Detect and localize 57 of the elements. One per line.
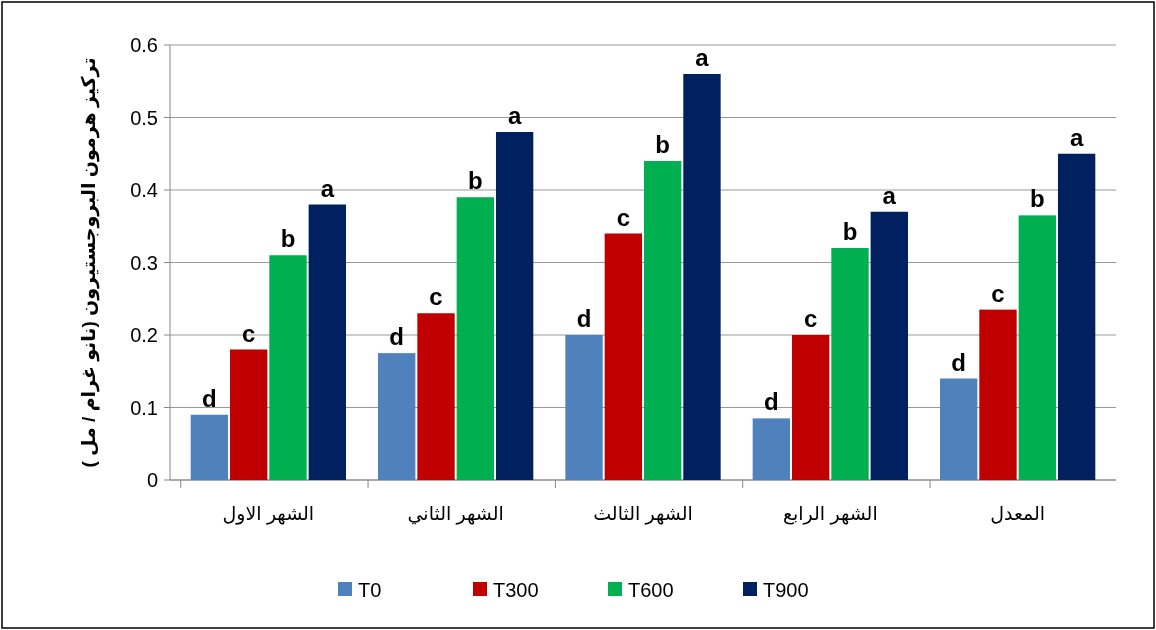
bar: [683, 74, 721, 480]
data-label: a: [507, 102, 522, 129]
bar: [190, 414, 229, 480]
bar: [643, 161, 682, 480]
bar: [870, 211, 908, 480]
legend-label: T0: [358, 579, 382, 601]
bar: [308, 204, 346, 480]
data-label: a: [882, 181, 897, 209]
legend-label: T600: [628, 579, 674, 601]
bar: [417, 313, 455, 480]
y-tick-label: 0.1: [130, 396, 158, 419]
data-label: d: [951, 348, 967, 376]
y-tick-label: 0.3: [130, 251, 158, 274]
data-label: b: [1029, 185, 1045, 213]
bar: [604, 233, 643, 480]
bar: [979, 309, 1017, 480]
data-label: c: [803, 305, 818, 332]
data-label: b: [842, 218, 858, 245]
legend-label: T900: [763, 579, 809, 601]
bar: [230, 349, 268, 480]
bar: [940, 378, 978, 480]
bar: [831, 248, 869, 480]
legend-label: T300: [493, 579, 539, 601]
x-tick-label: الشهر الثالث: [593, 503, 693, 525]
data-label: b: [280, 225, 296, 253]
data-label: a: [1069, 123, 1084, 151]
y-tick-label: 0: [146, 469, 158, 491]
data-label: d: [389, 323, 405, 351]
y-axis-title: تركيز هرمون البروجستيرون (نانو غرام / مل ): [78, 57, 100, 468]
data-label: d: [576, 305, 592, 332]
data-label: c: [991, 279, 1005, 307]
bar: [456, 197, 495, 480]
y-tick-label: 0.5: [130, 106, 158, 129]
data-label: b: [468, 167, 483, 195]
x-tick-label: الشهر الثاني: [407, 503, 504, 525]
bar: [495, 132, 534, 480]
y-tick-label: 0.2: [130, 324, 158, 346]
x-tick-label: المعدل: [990, 503, 1046, 524]
data-label: c: [242, 319, 256, 347]
bar: [1057, 153, 1096, 480]
data-label: b: [655, 131, 670, 158]
bar: [565, 335, 603, 480]
bar: [752, 418, 791, 480]
y-tick-label: 0.6: [130, 34, 158, 56]
data-label: a: [695, 44, 710, 71]
data-label: c: [616, 203, 631, 231]
bar: [378, 353, 416, 480]
bar: [269, 255, 307, 480]
x-tick-label: الشهر الرابع: [782, 503, 878, 525]
y-tick-label: 0.4: [130, 179, 158, 201]
bar: [791, 335, 830, 480]
data-label: d: [202, 384, 217, 412]
x-tick-label: الشهر الاول: [222, 503, 315, 525]
bar: [1018, 215, 1056, 480]
data-label: a: [320, 174, 335, 202]
data-label: c: [429, 283, 443, 311]
data-label: d: [764, 388, 779, 416]
